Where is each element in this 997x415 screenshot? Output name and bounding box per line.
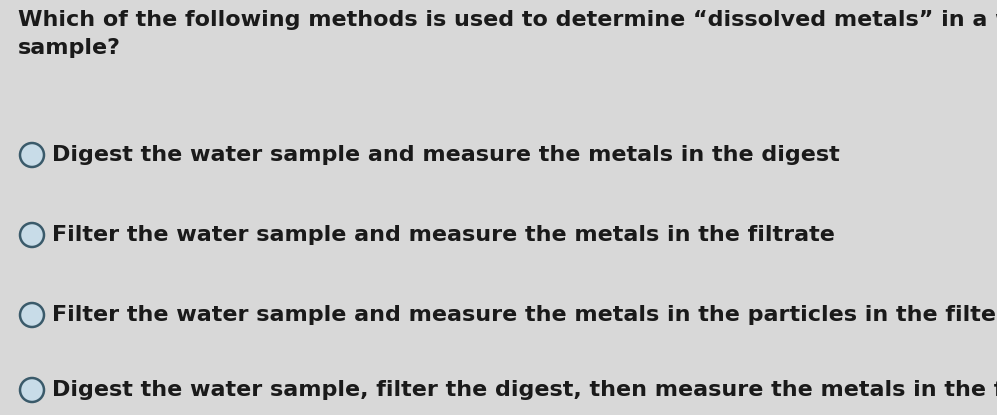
Text: Which of the following methods is used to determine “dissolved metals” in a wate: Which of the following methods is used t… xyxy=(18,10,997,58)
Circle shape xyxy=(20,303,44,327)
Circle shape xyxy=(20,223,44,247)
Text: Filter the water sample and measure the metals in the filtrate: Filter the water sample and measure the … xyxy=(52,225,834,245)
Text: Filter the water sample and measure the metals in the particles in the filter: Filter the water sample and measure the … xyxy=(52,305,997,325)
Circle shape xyxy=(20,378,44,402)
Text: Digest the water sample and measure the metals in the digest: Digest the water sample and measure the … xyxy=(52,145,839,165)
Circle shape xyxy=(20,143,44,167)
Text: Digest the water sample, filter the digest, then measure the metals in the filtr: Digest the water sample, filter the dige… xyxy=(52,380,997,400)
